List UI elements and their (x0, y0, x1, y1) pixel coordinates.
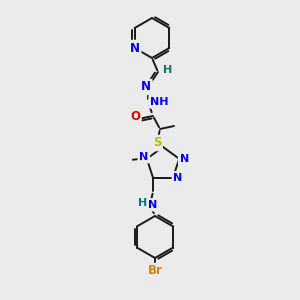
Text: O: O (130, 110, 140, 124)
Text: NH: NH (150, 97, 169, 107)
Text: Br: Br (148, 265, 162, 278)
Text: N: N (173, 173, 183, 183)
Text: N: N (139, 152, 148, 162)
Text: N: N (141, 80, 151, 94)
Text: N: N (179, 154, 189, 164)
Text: N: N (148, 200, 158, 210)
Text: H: H (164, 65, 172, 75)
Text: S: S (153, 136, 161, 149)
Text: N: N (130, 41, 140, 55)
Text: H: H (138, 198, 148, 208)
